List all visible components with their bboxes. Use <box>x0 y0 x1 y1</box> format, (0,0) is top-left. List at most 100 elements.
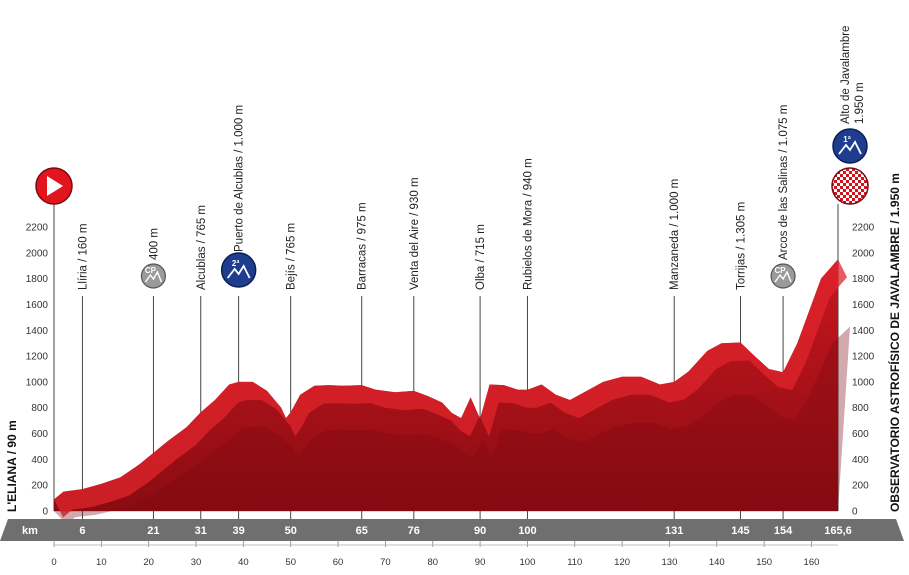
cp-circle-1 <box>140 263 167 289</box>
x-tick-100: 100 <box>520 557 536 568</box>
x-tick-140: 140 <box>709 557 725 568</box>
cp-mountain-1 <box>144 270 163 283</box>
start-label: L'ELIANA / 90 m <box>5 420 19 512</box>
waypoint-km-0: 6 <box>79 525 85 537</box>
waypoint-km-9: 131 <box>665 525 683 537</box>
y-tick-left-2200: 2200 <box>26 223 49 234</box>
waypoint-label-5: Barracas / 975 m <box>357 202 369 290</box>
x-tick-0: 0 <box>51 557 56 568</box>
category-climb-icon-3: 2ª <box>220 252 257 288</box>
y-tick-right-1000: 1000 <box>852 377 875 388</box>
profile-relief-shade <box>54 326 850 524</box>
x-tick-160: 160 <box>804 557 820 568</box>
x-tick-20: 20 <box>143 557 154 568</box>
waypoint-km-10: 145 <box>731 525 749 537</box>
y-tick-left-1200: 1200 <box>26 352 49 363</box>
x-tick-110: 110 <box>567 557 582 568</box>
y-tick-left-1600: 1600 <box>26 300 49 311</box>
waypoint-label-9: Manzaneda / 1.000 m <box>669 179 681 290</box>
profile-area <box>54 259 838 511</box>
climb-text-3: 2ª <box>232 259 239 268</box>
cp-sprint-icon-1: CP <box>140 263 167 289</box>
waypoint-label-4: Bejís / 765 m <box>286 223 298 290</box>
y-tick-left-2000: 2000 <box>26 248 49 259</box>
y-tick-right-800: 800 <box>852 403 869 414</box>
y-tick-right-400: 400 <box>852 455 869 466</box>
x-tick-50: 50 <box>285 557 296 568</box>
x-tick-120: 120 <box>614 557 630 568</box>
axes-group: 0 0 200 200 400 400 600 600 800 800 1000 1000 1200 12… <box>26 223 875 518</box>
waypoint-label-0: Llíria / 160 m <box>77 224 89 290</box>
waypoint-label-3: Puerto de Alcublas / 1.000 m <box>234 105 246 252</box>
waypoint-label-1: 400 m <box>148 228 160 260</box>
y-tick-right-1400: 1400 <box>852 326 875 337</box>
play-icon <box>47 176 63 196</box>
y-tick-right-2000: 2000 <box>852 248 875 259</box>
y-tick-right-1600: 1600 <box>852 300 875 311</box>
y-tick-left-200: 200 <box>31 481 48 492</box>
y-tick-left-1800: 1800 <box>26 274 49 285</box>
waypoint-label-8: Rubielos de Mora / 940 m <box>522 158 534 290</box>
y-tick-right-1200: 1200 <box>852 352 875 363</box>
cp-mountain-11 <box>774 270 792 283</box>
cp-sprint-icon-11: CP <box>770 263 796 289</box>
x-tick-10: 10 <box>96 557 107 568</box>
x-tick-90: 90 <box>475 557 486 568</box>
y-tick-left-800: 800 <box>31 403 48 414</box>
profile-top-band <box>54 259 847 518</box>
waypoint-km-12: 165,6 <box>824 525 852 537</box>
icons-group: CP 2ª CP 1ª <box>35 128 869 289</box>
y-tick-right-2200: 2200 <box>852 223 875 234</box>
summit-label-line2: 1.950 m <box>854 82 866 124</box>
cp-text-1: CP <box>145 266 157 275</box>
profile-group <box>54 259 850 524</box>
x-tick-40: 40 <box>238 557 249 568</box>
y-tick-left-400: 400 <box>31 455 48 466</box>
x-tick-70: 70 <box>380 557 391 568</box>
waypoint-label-6: Venta del Aire / 930 m <box>409 177 421 290</box>
finish-circle <box>831 167 869 205</box>
y-tick-right-200: 200 <box>852 481 869 492</box>
x-tick-30: 30 <box>191 557 202 568</box>
finish-icon <box>831 167 869 205</box>
y-tick-right-1800: 1800 <box>852 274 875 285</box>
y-tick-left-1000: 1000 <box>26 377 49 388</box>
cp-text-11: CP <box>775 266 787 275</box>
y-tick-right-0: 0 <box>852 507 858 518</box>
x-tick-80: 80 <box>427 557 438 568</box>
waypoint-km-4: 50 <box>285 525 297 537</box>
waypoint-km-5: 65 <box>356 525 368 537</box>
y-tick-left-0: 0 <box>42 507 48 518</box>
x-tick-130: 130 <box>662 557 678 568</box>
km-bar-group: km 0 10 20 30 40 50 60 70 80 90 100 110 120 130 140 150 1… <box>0 519 904 568</box>
y-tick-left-1400: 1400 <box>26 326 49 337</box>
waypoint-labels-group: Llíria / 160 m 400 m Alcublas / 765 m Puert… <box>5 26 902 512</box>
summit-climb-icon: 1ª <box>832 128 868 164</box>
waypoint-label-2: Alcublas / 765 m <box>196 205 208 290</box>
cp-circle-11 <box>770 263 796 289</box>
y-tick-left-600: 600 <box>31 429 48 440</box>
waypoint-label-10: Torrijas / 1.305 m <box>735 202 747 290</box>
climb-mountain-3 <box>226 264 251 279</box>
summit-label-line1: Alto de Javalambre <box>840 26 852 124</box>
finish-label: OBSERVATORIO ASTROFÍSICO DE JAVALAMBRE /… <box>887 173 902 512</box>
x-tick-150: 150 <box>756 557 772 568</box>
summit-mountain <box>838 140 862 155</box>
km-bar <box>0 519 904 541</box>
waypoint-km-3: 39 <box>233 525 245 537</box>
waypoint-km-8: 100 <box>518 525 536 537</box>
waypoint-km-11: 154 <box>774 525 793 537</box>
waypoint-label-7: Olba / 715 m <box>475 224 487 290</box>
climb-circle-3 <box>220 252 257 288</box>
waypoint-km-1: 21 <box>147 525 159 537</box>
y-tick-right-600: 600 <box>852 429 869 440</box>
x-tick-60: 60 <box>333 557 344 568</box>
waypoint-label-11: Arcos de las Salinas / 1.075 m <box>778 105 790 260</box>
waypoint-km-6: 76 <box>408 525 420 537</box>
waypoint-km-7: 90 <box>474 525 486 537</box>
summit-category-text: 1ª <box>843 135 850 144</box>
waypoint-km-2: 31 <box>195 525 207 537</box>
summit-circle <box>832 128 868 164</box>
